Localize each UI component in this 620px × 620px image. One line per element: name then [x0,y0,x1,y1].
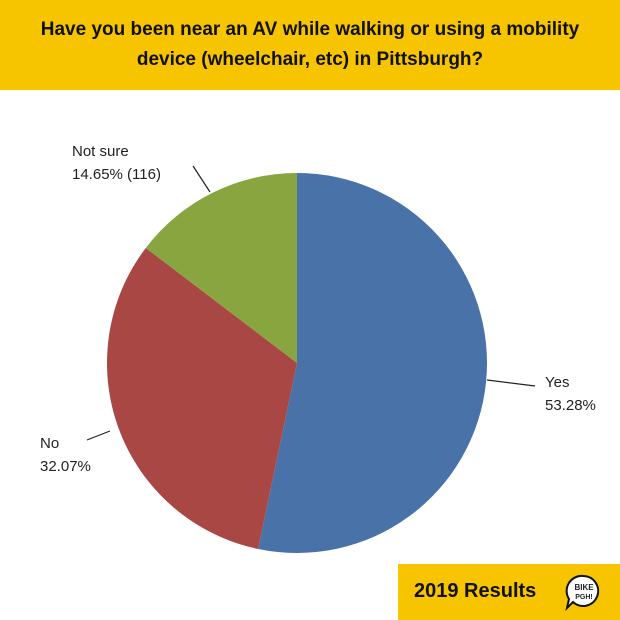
value-label: 14.65% (116) [72,166,161,183]
footer: 2019 Results BIKE PGH! [398,564,620,620]
leader-line [486,379,536,387]
slice-label: No [40,435,59,452]
value-label: 53.28% [545,397,596,414]
value-label: 32.07% [40,458,91,475]
logo: BIKE PGH! [565,574,600,612]
slice-label: Yes [545,374,569,391]
slice-label: Not sure [72,143,129,160]
logo-bubble [565,574,600,612]
chart: Yes 53.28% No 32.07% Not sure 14.65% (116) [40,143,596,553]
leader-line [86,430,111,441]
chart-title: Have you been near an AV while walking o… [40,19,580,70]
pie-slice [107,247,297,549]
logo-text: PGH! [575,594,593,601]
header: Have you been near an AV while walking o… [0,0,620,90]
footer-text: 2019 Results [414,580,537,602]
pie-slice [145,173,297,363]
pie-slice [258,173,487,553]
logo-text: BIKE [574,583,594,592]
leader-line [192,165,211,193]
